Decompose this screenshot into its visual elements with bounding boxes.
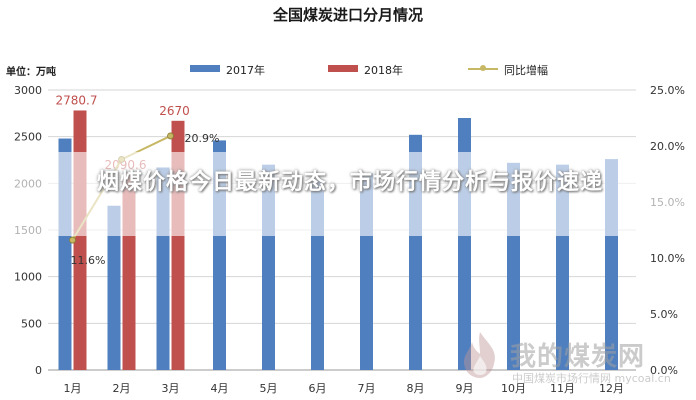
y-tick-label-left: 3000 [14, 84, 42, 97]
chart-title: 全国煤炭进口分月情况 [272, 6, 423, 24]
legend-swatch-2018 [328, 65, 358, 72]
y-tick-label-left: 2500 [14, 131, 42, 144]
y-tick-label-right: 10.0% [650, 252, 685, 265]
legend-marker-yoy [480, 65, 486, 71]
watermark-text: 我的煤炭网 [510, 342, 646, 372]
x-tick-label: 4月 [211, 382, 229, 395]
x-tick-label: 9月 [456, 382, 474, 395]
y-tick-label-left: 1000 [14, 271, 42, 284]
data-label-2018: 2670 [159, 104, 190, 118]
watermark-logo: 我的煤炭网 中国煤炭市场行情网 mycoal.cn [452, 326, 692, 398]
x-tick-label: 11月 [550, 382, 575, 395]
data-label-yoy: 11.6% [71, 254, 106, 267]
data-label-yoy: 20.9% [185, 132, 220, 145]
y-tick-label-left: 500 [21, 317, 42, 330]
legend-label-yoy: 同比增幅 [504, 64, 548, 77]
x-tick-label: 6月 [309, 382, 327, 395]
flame-icon [464, 332, 495, 378]
y-tick-label-left: 0 [35, 364, 42, 377]
x-tick-label: 12月 [599, 382, 624, 395]
x-tick-label: 2月 [113, 382, 131, 395]
legend-label-2018: 2018年 [364, 64, 403, 77]
x-tick-label: 10月 [501, 382, 526, 395]
watermark-subtext: 中国煤炭市场行情网 mycoal.cn [512, 372, 671, 385]
legend-label-2017: 2017年 [226, 64, 265, 77]
x-tick-label: 8月 [407, 382, 425, 395]
y-tick-label-right: 0.0% [650, 364, 678, 377]
x-tick-label: 3月 [162, 382, 180, 395]
yoy-point [69, 236, 76, 244]
legend-swatch-2017 [190, 65, 220, 72]
overlay-headline: 烟煤价格今日最新动态，市场行情分析与报价速递 [96, 170, 603, 195]
overlay-banner [0, 152, 696, 236]
unit-label: 单位：万吨 [6, 67, 56, 78]
x-tick-label: 5月 [260, 382, 278, 395]
x-tick-label: 7月 [358, 382, 376, 395]
y-tick-label-right: 5.0% [650, 308, 678, 321]
x-tick-label: 1月 [64, 382, 82, 395]
y-tick-label-right: 20.0% [650, 140, 685, 153]
yoy-point [167, 132, 174, 140]
bar-2017 [107, 205, 121, 370]
data-label-2018: 2780.7 [56, 93, 98, 107]
y-tick-label-right: 25.0% [650, 84, 685, 97]
